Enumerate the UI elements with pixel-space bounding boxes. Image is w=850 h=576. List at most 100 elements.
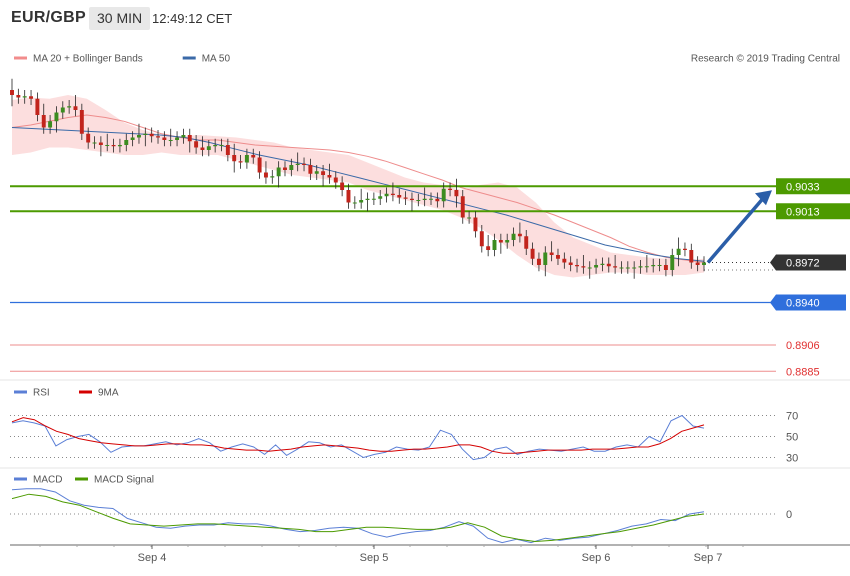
- candle-body: [467, 217, 472, 219]
- candle-body: [638, 266, 643, 268]
- candle-body: [302, 163, 307, 165]
- candle-body: [505, 240, 510, 243]
- candle-body: [244, 155, 249, 163]
- candle-body: [333, 177, 338, 183]
- candle-body: [117, 145, 122, 147]
- candle-body: [390, 193, 395, 195]
- last-price-value: 0.8972: [786, 258, 820, 270]
- rsi-tick-label: 30: [786, 453, 798, 465]
- legend-rsi-label: RSI: [33, 388, 50, 399]
- candle-body: [181, 135, 186, 138]
- candle-body: [251, 155, 256, 158]
- candle-body: [79, 110, 84, 134]
- candle-body: [35, 98, 40, 115]
- candle-body: [29, 96, 34, 99]
- chart-header: EUR/GBP 30 MIN 12:49:12 CET: [0, 0, 850, 36]
- candle-body: [562, 258, 567, 263]
- candle-body: [238, 161, 243, 163]
- level-pivot-value: 0.8940: [786, 298, 820, 310]
- candle-body: [219, 145, 224, 146]
- candle-body: [625, 267, 630, 269]
- candle-body: [536, 258, 541, 265]
- candle-body: [213, 145, 218, 147]
- candle-body: [575, 265, 579, 267]
- candle-body: [663, 265, 668, 270]
- macd-signal-line: [11, 493, 705, 543]
- candle-body: [365, 198, 370, 200]
- candle-body: [295, 163, 300, 165]
- candle-body: [162, 137, 167, 140]
- copyright-label: Research © 2019 Trading Central: [691, 54, 840, 65]
- level-resistance-tag: [776, 178, 850, 195]
- candle-body: [568, 262, 573, 265]
- candle-body: [371, 198, 376, 200]
- candle-body: [124, 140, 129, 145]
- level-support-value: 0.8885: [786, 366, 820, 378]
- forecast-arrow-shaft: [706, 196, 766, 264]
- candle-body: [581, 266, 586, 268]
- candle-body: [498, 240, 503, 243]
- rsi-tick-label: 70: [786, 411, 798, 423]
- candle-body: [378, 196, 383, 199]
- candle-body: [549, 252, 554, 255]
- candle-body: [359, 200, 364, 203]
- candle-body: [473, 217, 478, 232]
- candle-body: [486, 246, 491, 250]
- candle-body: [492, 240, 497, 250]
- level-resistance-value: 0.9013: [786, 206, 820, 218]
- legend-main-label: MA 50: [202, 54, 231, 65]
- candle-body: [327, 175, 332, 178]
- level-pivot-tag: [770, 294, 846, 311]
- candle-body: [448, 188, 453, 190]
- candle-body: [276, 167, 281, 177]
- candle-body: [92, 142, 97, 144]
- candle-body: [682, 248, 687, 250]
- candle-body: [429, 198, 433, 200]
- x-tick-label: Sep 5: [360, 552, 389, 564]
- candle-body: [194, 141, 199, 148]
- candle-body: [321, 171, 326, 175]
- candle-body: [670, 255, 675, 270]
- candle-body: [270, 176, 275, 178]
- candle-body: [524, 236, 529, 249]
- symbol-label: EUR/GBP: [11, 9, 86, 26]
- candle-body: [594, 265, 599, 268]
- candle-body: [422, 198, 427, 200]
- candle-body: [384, 193, 389, 197]
- candle-body: [67, 106, 72, 108]
- candle-body: [200, 147, 205, 150]
- candle-body: [676, 248, 681, 255]
- ma50-line: [11, 127, 705, 262]
- legend-main-label: MA 20 + Bollinger Bands: [33, 54, 143, 65]
- candle-body: [10, 90, 14, 95]
- candle-body: [530, 248, 535, 259]
- candle-body: [206, 146, 211, 150]
- candle-body: [619, 267, 624, 269]
- legend-rsi-label: 9MA: [98, 388, 119, 399]
- forecast-arrow-head: [755, 190, 772, 206]
- candle-body: [137, 135, 141, 138]
- candle-body: [403, 197, 408, 199]
- candles-group: [10, 78, 706, 279]
- candle-body: [41, 115, 46, 128]
- candle-body: [397, 195, 402, 198]
- candle-body: [435, 198, 440, 202]
- candle-body: [556, 255, 560, 259]
- candle-body: [657, 265, 662, 266]
- candle-body: [454, 190, 459, 197]
- candle-body: [54, 112, 59, 122]
- level-resistance-tag: [776, 203, 850, 220]
- candle-body: [613, 266, 618, 268]
- candle-body: [143, 133, 148, 135]
- candle-body: [48, 121, 53, 128]
- candle-body: [156, 136, 160, 138]
- interval-selector[interactable]: 30 MIN: [89, 7, 151, 30]
- candle-body: [460, 196, 465, 218]
- candle-body: [130, 137, 135, 140]
- candle-body: [289, 165, 294, 170]
- candle-body: [168, 140, 173, 141]
- legend-macd-label: MACD: [33, 475, 62, 486]
- level-support-value: 0.8906: [786, 340, 820, 352]
- candle-body: [543, 252, 548, 265]
